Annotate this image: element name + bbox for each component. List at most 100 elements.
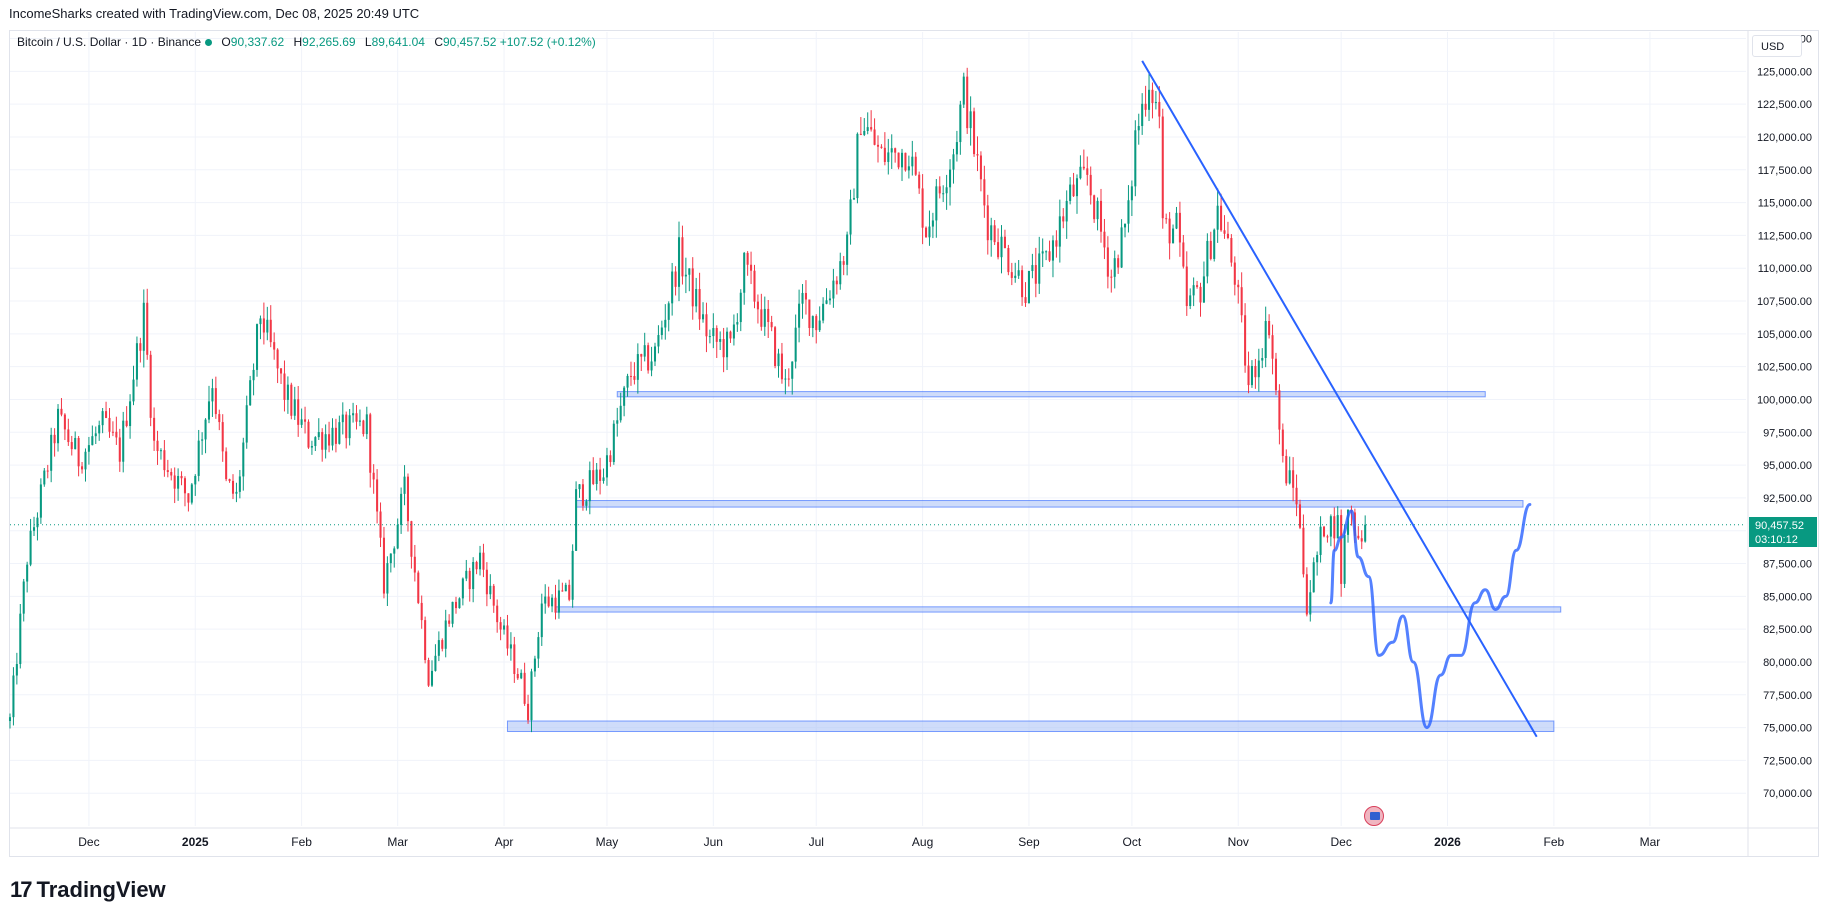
candle-body — [60, 408, 63, 415]
candle-body — [1127, 200, 1130, 224]
candle-body — [1175, 212, 1178, 229]
candle-body — [698, 288, 701, 320]
candle-body — [324, 434, 327, 450]
candle-layer — [8, 67, 1367, 733]
candle-body — [777, 353, 780, 367]
candle-body — [969, 111, 972, 129]
candle-body — [352, 413, 355, 416]
candle-body — [578, 484, 581, 490]
candle-body — [50, 434, 53, 471]
candle-body — [372, 472, 375, 480]
candle-body — [1220, 205, 1223, 231]
candle-body — [1199, 286, 1202, 303]
candle-body — [159, 450, 162, 452]
candle-body — [791, 361, 794, 379]
candle-body — [115, 431, 118, 438]
candle-body — [1165, 218, 1168, 220]
time-tick-label: Nov — [1228, 835, 1249, 849]
price-tick-label: 97,500.00 — [1763, 427, 1812, 439]
candle-body — [1007, 248, 1010, 273]
candle-body — [94, 433, 97, 437]
candle-body — [1295, 487, 1298, 505]
candle-body — [1003, 236, 1006, 249]
candle-body — [945, 187, 948, 194]
candle-body — [1322, 526, 1326, 537]
candle-body — [691, 268, 694, 307]
candle-body — [1034, 265, 1037, 284]
candle-body — [509, 644, 512, 649]
candle-body — [231, 480, 235, 494]
candle-body — [1360, 538, 1363, 542]
candle-body — [774, 327, 777, 367]
candle-body — [643, 345, 646, 357]
candle-body — [43, 470, 46, 485]
candle-body — [283, 373, 286, 400]
candle-body — [959, 104, 962, 143]
candle-body — [650, 361, 653, 371]
candle-body — [667, 303, 670, 320]
candle-body — [949, 169, 952, 188]
candle-body — [516, 673, 519, 679]
candle-body — [787, 378, 790, 380]
candle-body — [575, 489, 578, 551]
candle-body — [835, 280, 838, 285]
candle-body — [228, 479, 231, 481]
candle-body — [122, 420, 125, 462]
time-tick-label: Dec — [1330, 835, 1351, 849]
price-tick-label: 110,000.00 — [1758, 263, 1812, 275]
candle-body — [811, 316, 814, 328]
price-tick-label: 75,000.00 — [1763, 723, 1812, 735]
candle-body — [962, 76, 965, 105]
candle-body — [317, 432, 320, 438]
change-value: +107.52 (+0.12%) — [499, 35, 596, 49]
candle-body — [561, 590, 564, 592]
candle-body — [345, 414, 348, 439]
candle-body — [458, 598, 461, 609]
candle-body — [1038, 253, 1041, 284]
candle-body — [870, 127, 873, 130]
candle-body — [362, 420, 365, 435]
candle-body — [732, 324, 735, 339]
candle-body — [1117, 258, 1120, 268]
currency-selector[interactable]: USD — [1752, 35, 1802, 57]
time-tick-label: Mar — [1640, 835, 1661, 849]
candle-body — [225, 451, 228, 480]
economic-event-icon[interactable] — [1364, 806, 1384, 826]
candle-body — [619, 405, 622, 421]
candle-body — [1240, 287, 1243, 316]
header-credit: IncomeSharks created with TradingView.co… — [9, 6, 420, 21]
candle-body — [979, 155, 982, 180]
symbol-label[interactable]: Bitcoin / U.S. Dollar · 1D · Binance — [17, 35, 202, 49]
candle-body — [197, 440, 200, 476]
candle-body — [849, 199, 852, 235]
candle-body — [1158, 101, 1161, 117]
candle-body — [1292, 470, 1295, 488]
candle-body — [413, 556, 416, 573]
candle-body — [520, 672, 523, 679]
candle-body — [801, 292, 804, 304]
candle-body — [304, 419, 307, 422]
candle-body — [1336, 515, 1339, 539]
candle-body — [376, 479, 379, 512]
candle-body — [842, 261, 845, 265]
candle-body — [108, 417, 111, 432]
candle-body — [290, 384, 293, 416]
candle-body — [976, 154, 979, 156]
candle-body — [1233, 262, 1236, 285]
tradingview-wordmark: TradingView — [36, 877, 166, 902]
candle-body — [1058, 216, 1061, 247]
candle-body — [825, 300, 828, 304]
candle-body — [1069, 184, 1072, 201]
tradingview-logo[interactable]: 17 TradingView — [10, 877, 166, 903]
candle-body — [403, 476, 406, 494]
price-tick-label: 72,500.00 — [1763, 755, 1812, 767]
candle-body — [8, 717, 12, 722]
candle-body — [1072, 184, 1075, 197]
candle-body — [365, 414, 368, 435]
candle-body — [156, 440, 159, 452]
candle-body — [81, 466, 84, 470]
candle-body — [1065, 200, 1068, 222]
candle-body — [1045, 251, 1048, 253]
candle-body — [1021, 270, 1024, 298]
